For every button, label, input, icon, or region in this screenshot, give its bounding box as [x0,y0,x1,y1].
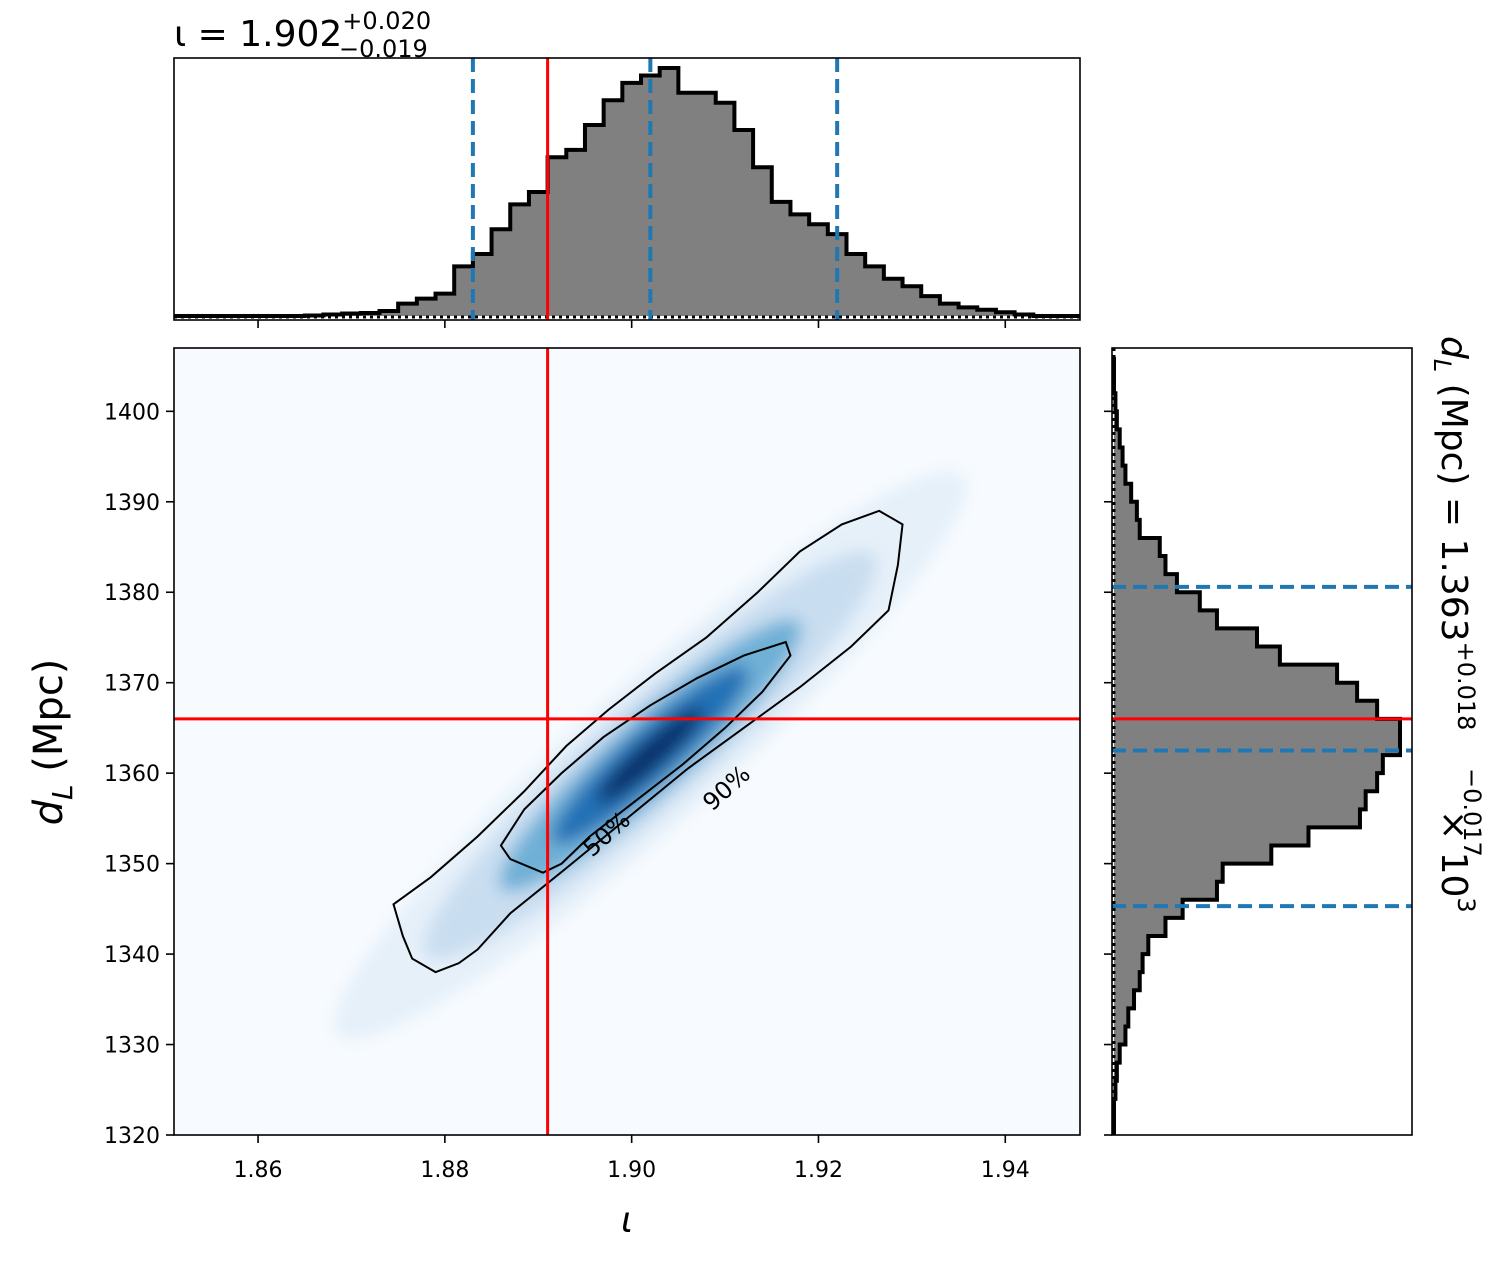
right-hist-outline [1112,357,1402,1135]
joint-x-tick-label-3: 1.92 [794,1158,843,1183]
joint-panel: 50%90% 1.86 1.88 1.90 1.92 1.94 132013301340… [26,347,1081,1241]
top-marginal-panel: ι = 1.902+0.020 −0.019 [173,7,1081,328]
top-hist-outline [174,66,1080,318]
joint-y-tick-label-3: 1350 [104,853,160,878]
density-blobs [333,470,967,1040]
y-axis-label: dL (Mpc) [26,659,79,826]
contour-90 [392,509,904,974]
joint-y-tick-label-5: 1370 [104,672,160,697]
dl-title-d: d [1433,336,1474,360]
y-axis-label-sub: L [46,784,79,800]
dl-summary-title: dL (Mpc) = 1.363+0.018 [1428,336,1480,730]
dl-title-L: L [1428,359,1456,372]
joint-y-tick-label-0: 1320 [104,1124,160,1149]
top-histogram [174,58,1080,320]
iota-summary-title: ι = 1.902+0.020 [174,7,431,55]
joint-y-tick-label-4: 1360 [104,762,160,787]
joint-x-tick-label-2: 1.90 [607,1158,656,1183]
dl-title-tail-group: × 103 [1433,810,1480,913]
top-hist-fill [174,68,1080,316]
joint-y-tick-label-2: 1340 [104,943,160,968]
contour-50 [499,640,792,874]
dl-title-tail: × 10 [1433,810,1474,897]
joint-y-tick-label-1: 1330 [104,1034,160,1059]
joint-y-tick-label-8: 1400 [104,400,160,425]
right-marginal-panel: dL (Mpc) = 1.363+0.018 −0.017 × 103 [1104,336,1486,1136]
iota-title-sub: −0.019 [339,35,428,63]
dl-title-sup: +0.018 [1452,642,1480,731]
x-axis-label: ι [621,1200,633,1241]
top-x-ticks [257,320,1007,328]
truth-lines [174,348,1080,1135]
dl-title-sub: −0.017 [1458,768,1486,857]
right-hist-fill [1114,357,1400,1135]
joint-x-ticks: 1.86 1.88 1.90 1.92 1.94 [234,1135,1030,1183]
iota-title-sup: +0.020 [342,7,431,35]
right-axes-frame [1111,347,1413,1136]
top-axes-frame [173,57,1081,321]
joint-y-tick-label-7: 1390 [104,491,160,516]
right-histogram [1112,348,1412,1135]
y-axis-label-d: d [26,799,72,825]
joint-x-tick-label-4: 1.94 [981,1158,1030,1183]
joint-axes-frame [173,347,1081,1136]
dl-title-rest: (Mpc) = 1.363 [1433,372,1474,641]
density-heatmap [333,470,967,1040]
joint-y-ticks: 1320 1330 1340 1350 1360 1370 1380 1390 1400 [104,400,174,1149]
right-y-ticks [1104,410,1112,1136]
y-axis-label-rest: (Mpc) [26,659,72,785]
density-level-4 [597,707,704,803]
joint-y-tick-label-6: 1380 [104,581,160,606]
dl-title-exp: 3 [1452,897,1480,912]
joint-x-tick-label-0: 1.86 [234,1158,283,1183]
iota-title-main: ι = 1.902 [174,14,342,55]
joint-x-tick-label-1: 1.88 [420,1158,469,1183]
